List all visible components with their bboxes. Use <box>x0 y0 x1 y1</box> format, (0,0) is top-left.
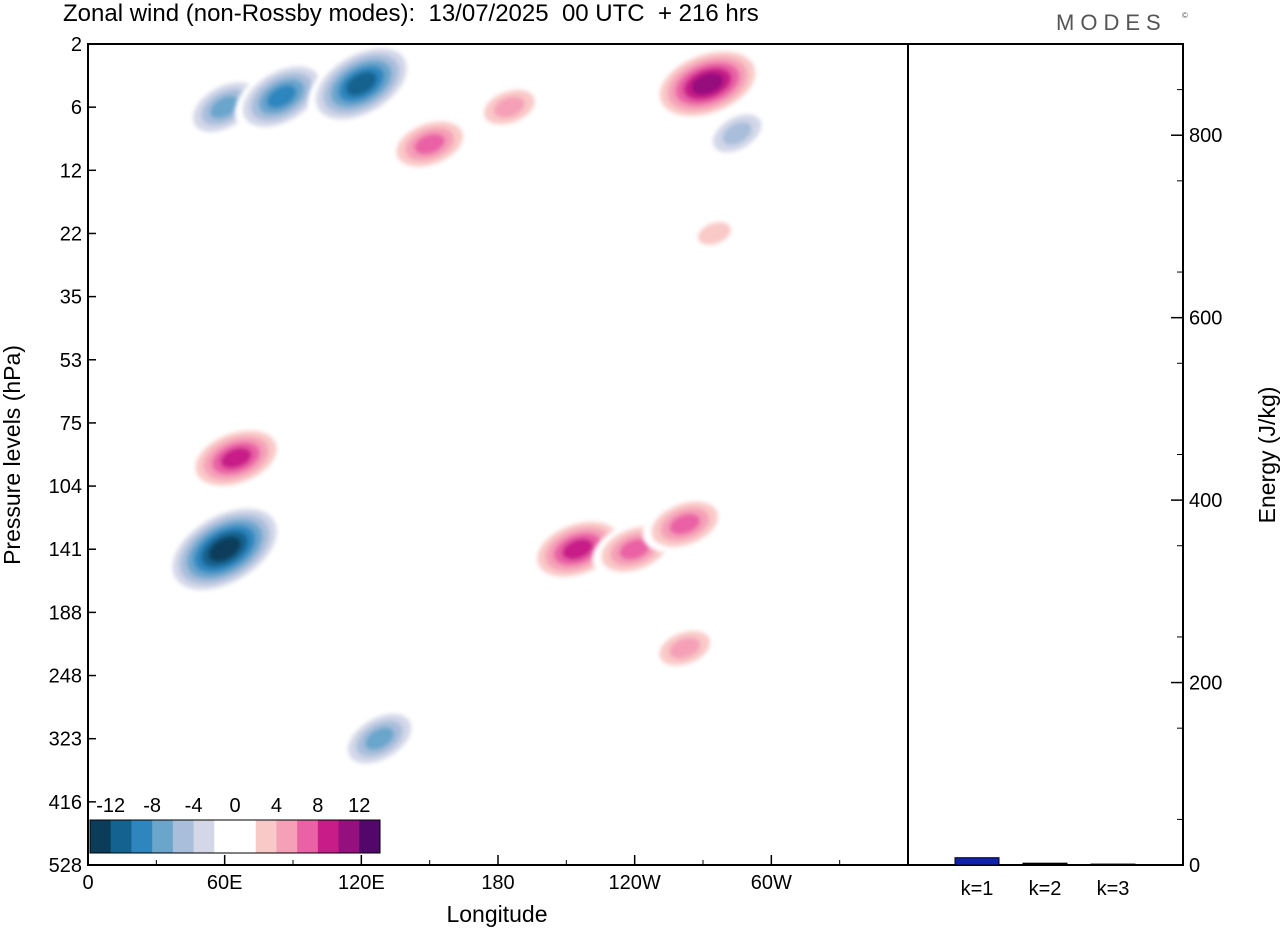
colorbar-tick-label: 0 <box>229 795 240 817</box>
contour-feature <box>649 623 721 673</box>
colorbar-swatch <box>297 820 319 853</box>
copyright-mark: © <box>1182 11 1188 20</box>
colorbar-swatch <box>317 820 340 853</box>
contour-band <box>364 727 395 751</box>
colorbar-swatch <box>276 820 298 853</box>
y-axis-title: Pressure levels (hPa) <box>0 345 25 565</box>
y-tick-label: 35 <box>60 287 82 309</box>
y-tick-label: 104 <box>49 476 82 498</box>
energy-tick-label: 400 <box>1189 490 1222 512</box>
contour-band <box>619 538 650 560</box>
contour-feature <box>308 44 415 126</box>
y-tick-label: 53 <box>60 350 82 372</box>
energy-bar-label: k=1 <box>961 878 994 900</box>
colorbar-legend: -12 -8 -4 0 4 8 12 <box>89 795 381 854</box>
energy-tick-label: 0 <box>1189 855 1200 877</box>
y-tick-label: 6 <box>71 97 82 119</box>
colorbar-tick-label: 12 <box>348 795 370 817</box>
x-tick-label: 120W <box>609 872 661 894</box>
y-tick-label: 75 <box>60 413 82 435</box>
colorbar-tick-label: 4 <box>271 795 282 817</box>
contour-feature <box>642 495 728 553</box>
contour-feature <box>589 705 635 737</box>
colorbar-tick-label: 8 <box>312 795 323 817</box>
energy-bar <box>1022 862 1068 866</box>
contour-band <box>697 222 731 245</box>
energy-bars: k=1 k=2 k=3 <box>954 857 1136 900</box>
y-tick-label: 528 <box>49 855 82 877</box>
contour-band <box>493 96 525 118</box>
y-tick-label: 141 <box>49 539 82 561</box>
chart-title: Zonal wind (non-Rossby modes): 13/07/202… <box>63 0 759 27</box>
contour-band <box>210 95 240 119</box>
contour-field <box>165 44 772 771</box>
contour-band <box>220 447 252 469</box>
energy-tick-label: 200 <box>1189 673 1222 695</box>
energy-bar <box>1090 863 1136 866</box>
energy-tick-label: 600 <box>1189 308 1222 330</box>
colorbar-swatch <box>255 820 277 853</box>
contour-feature <box>165 502 285 596</box>
energy-axis: 0 200 400 600 800 <box>1171 89 1222 877</box>
energy-tick-label: 800 <box>1189 125 1222 147</box>
contour-feature <box>339 707 420 771</box>
y-tick-label: 323 <box>49 729 82 751</box>
contour-band <box>414 133 445 155</box>
colorbar-swatch <box>359 820 381 853</box>
contour-feature <box>685 213 744 254</box>
colorbar-border <box>89 819 381 854</box>
bar-panel-frame <box>907 43 1184 866</box>
contour-feature <box>703 106 772 160</box>
contour-feature <box>651 46 764 122</box>
energy-bar-label: k=2 <box>1029 878 1062 900</box>
colorbar-swatch <box>90 820 112 853</box>
contour-band <box>293 218 338 249</box>
contour-band <box>208 536 241 562</box>
x-tick-label: 120E <box>338 872 385 894</box>
energy-bar <box>954 857 1000 866</box>
y-tick-label: 12 <box>60 160 82 182</box>
contour-band <box>669 513 701 535</box>
contour-band <box>345 71 377 96</box>
colorbar-swatch <box>338 820 360 853</box>
x-tick-label: 180 <box>481 872 514 894</box>
colorbar-swatch <box>131 820 153 853</box>
colorbar-swatch <box>110 820 132 853</box>
modes-logo: MODES <box>1056 10 1167 35</box>
y-tick-label: 188 <box>49 602 82 624</box>
contour-feature <box>293 218 338 249</box>
colorbar-tick-label: -8 <box>143 795 161 817</box>
x-tick-label: 0 <box>82 872 93 894</box>
colorbar-swatch <box>193 820 215 853</box>
x-axis-title: Longitude <box>446 901 547 927</box>
colorbar-swatch <box>172 820 195 853</box>
contour-band <box>722 121 752 145</box>
contour-band <box>691 72 724 95</box>
contour-band <box>589 705 635 737</box>
colorbar-swatch <box>214 820 236 853</box>
colorbar-swatch <box>235 820 257 853</box>
x-tick-label: 60W <box>751 872 792 894</box>
contour-band <box>266 85 297 109</box>
x-axis: 0 60E 120E 180 120W 60W <box>82 855 841 894</box>
contour-feature <box>473 82 545 132</box>
colorbar-tick-label: -4 <box>185 795 203 817</box>
x-tick-label: 60E <box>207 872 243 894</box>
colorbar-swatch <box>152 820 174 853</box>
energy-bar-label: k=3 <box>1097 878 1130 900</box>
contour-feature <box>387 115 472 173</box>
y-tick-label: 248 <box>49 666 82 688</box>
contour-feature <box>234 60 329 134</box>
contour-band <box>669 637 701 659</box>
energy-axis-title: Energy (J/kg) <box>1254 387 1280 524</box>
y-tick-label: 2 <box>71 34 82 56</box>
y-tick-label: 416 <box>49 792 82 814</box>
contour-feature <box>187 424 286 492</box>
y-tick-label: 22 <box>60 223 82 245</box>
colorbar-tick-label: -12 <box>96 795 125 817</box>
contour-band <box>562 538 594 560</box>
y-axis: 2 6 12 22 35 53 75 104 141 188 248 323 416 528 <box>49 34 96 877</box>
